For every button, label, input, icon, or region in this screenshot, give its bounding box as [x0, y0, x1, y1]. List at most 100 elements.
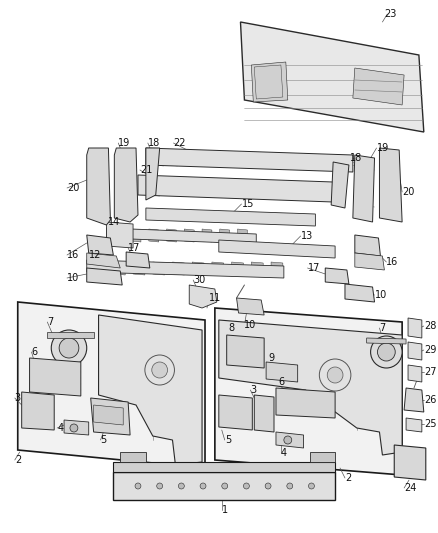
Polygon shape [271, 262, 283, 275]
Polygon shape [311, 452, 335, 462]
Polygon shape [138, 175, 333, 202]
Polygon shape [233, 186, 247, 196]
Text: 27: 27 [424, 367, 436, 377]
Circle shape [287, 483, 293, 489]
Polygon shape [87, 235, 113, 255]
Polygon shape [106, 222, 133, 248]
Polygon shape [99, 315, 202, 465]
Text: 22: 22 [173, 138, 186, 148]
Polygon shape [219, 320, 402, 455]
Polygon shape [345, 284, 374, 302]
Circle shape [70, 424, 78, 432]
Polygon shape [184, 229, 194, 242]
Polygon shape [219, 240, 335, 258]
Circle shape [59, 338, 79, 358]
Polygon shape [94, 262, 106, 275]
Text: 4: 4 [57, 423, 63, 433]
Polygon shape [319, 186, 333, 196]
Polygon shape [219, 395, 252, 430]
Circle shape [51, 330, 87, 366]
Text: 26: 26 [424, 395, 436, 405]
Polygon shape [202, 229, 212, 242]
Polygon shape [166, 229, 177, 242]
Polygon shape [64, 420, 89, 435]
Text: 7: 7 [47, 317, 53, 327]
Text: 20: 20 [402, 187, 414, 197]
Polygon shape [18, 302, 205, 468]
Polygon shape [220, 229, 230, 242]
Polygon shape [91, 398, 130, 435]
Polygon shape [408, 342, 422, 360]
Polygon shape [87, 253, 120, 268]
Polygon shape [276, 186, 290, 196]
Polygon shape [87, 268, 122, 285]
Circle shape [178, 483, 184, 489]
Text: 17: 17 [307, 263, 320, 273]
Text: 18: 18 [350, 153, 362, 163]
Polygon shape [298, 186, 311, 196]
Polygon shape [408, 365, 422, 382]
Polygon shape [113, 462, 335, 472]
Polygon shape [355, 235, 381, 256]
Circle shape [308, 483, 314, 489]
Text: 16: 16 [67, 250, 79, 260]
Text: 18: 18 [148, 138, 160, 148]
Polygon shape [353, 155, 374, 222]
Polygon shape [94, 405, 123, 425]
Polygon shape [146, 186, 160, 196]
Text: 6: 6 [32, 347, 38, 357]
Polygon shape [87, 148, 110, 225]
Text: 11: 11 [209, 293, 221, 303]
Polygon shape [149, 229, 159, 242]
Text: 13: 13 [300, 231, 313, 241]
Polygon shape [211, 186, 225, 196]
Polygon shape [254, 186, 268, 196]
Polygon shape [266, 362, 298, 382]
Polygon shape [276, 432, 304, 448]
Text: 6: 6 [278, 377, 284, 387]
Polygon shape [47, 332, 94, 338]
Polygon shape [22, 392, 54, 430]
Polygon shape [355, 253, 385, 270]
Polygon shape [379, 148, 402, 222]
Polygon shape [113, 262, 125, 275]
Polygon shape [276, 388, 335, 418]
Text: 12: 12 [89, 250, 101, 260]
Polygon shape [240, 22, 424, 132]
Text: 29: 29 [424, 345, 436, 355]
Polygon shape [353, 68, 404, 105]
Text: 24: 24 [404, 483, 417, 493]
Polygon shape [406, 418, 422, 432]
Text: 1: 1 [222, 505, 228, 515]
Polygon shape [227, 335, 264, 368]
Polygon shape [331, 162, 349, 208]
Circle shape [327, 367, 343, 383]
Text: 3: 3 [251, 385, 257, 395]
Text: 3: 3 [15, 393, 21, 403]
Circle shape [157, 483, 162, 489]
Polygon shape [120, 452, 146, 462]
Text: 5: 5 [101, 435, 107, 445]
Text: 21: 21 [140, 165, 152, 175]
Circle shape [378, 343, 395, 361]
Polygon shape [237, 298, 264, 315]
Polygon shape [408, 318, 422, 338]
Polygon shape [251, 262, 263, 275]
Text: 17: 17 [128, 243, 141, 253]
Polygon shape [87, 260, 284, 278]
Text: 20: 20 [67, 183, 79, 193]
Text: 23: 23 [385, 9, 397, 19]
Polygon shape [325, 268, 349, 284]
Circle shape [371, 336, 402, 368]
Text: 2: 2 [15, 455, 21, 465]
Polygon shape [168, 186, 181, 196]
Polygon shape [189, 285, 217, 308]
Polygon shape [146, 148, 353, 172]
Text: 19: 19 [377, 143, 389, 153]
Polygon shape [173, 262, 184, 275]
Text: 28: 28 [424, 321, 436, 331]
Polygon shape [153, 262, 165, 275]
Polygon shape [189, 186, 203, 196]
Polygon shape [212, 262, 224, 275]
Text: 10: 10 [67, 273, 79, 283]
